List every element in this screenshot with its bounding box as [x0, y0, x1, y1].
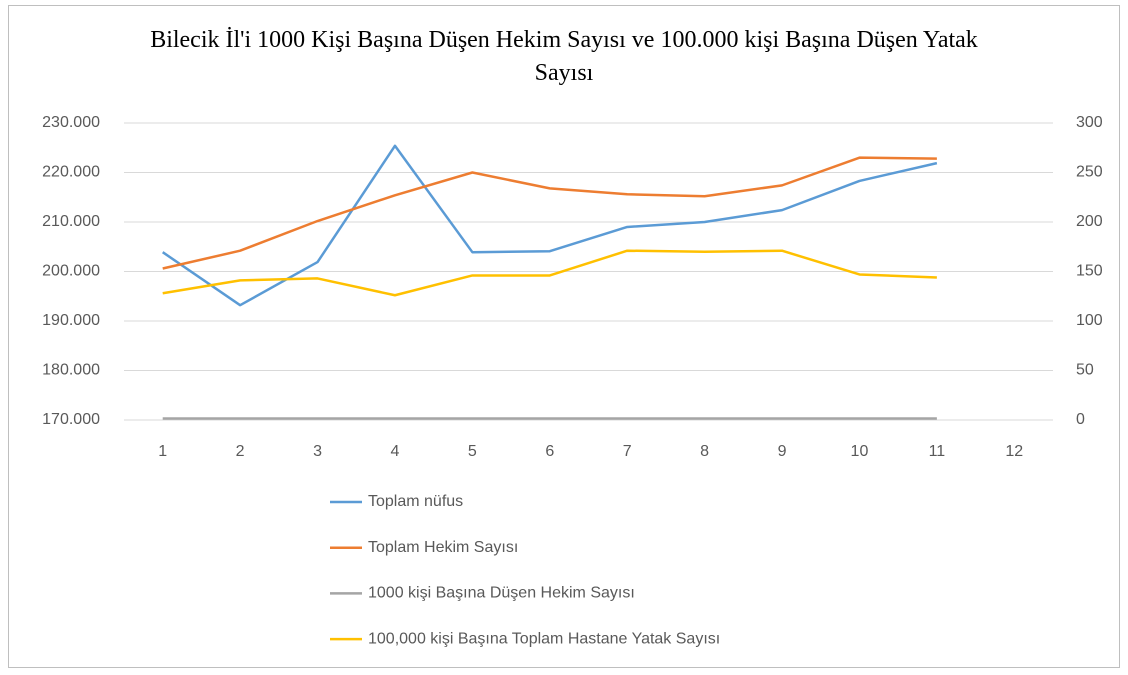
- y-tick-label: 220.000: [42, 164, 100, 181]
- legend-label: 100,000 kişi Başına Toplam Hastane Yatak…: [368, 630, 720, 647]
- y-tick-label: 210.000: [42, 213, 100, 230]
- y-tick-label: 190.000: [42, 312, 100, 329]
- x-tick-label: 11: [929, 443, 946, 460]
- y-tick-label: 200.000: [42, 263, 100, 280]
- x-tick-label: 10: [851, 443, 869, 460]
- x-tick-label: 12: [1005, 443, 1023, 460]
- y-tick-label: 180.000: [42, 362, 100, 379]
- x-tick-label: 2: [236, 443, 245, 460]
- y-tick-label: 170.000: [42, 411, 100, 428]
- x-tick-label: 6: [545, 443, 554, 460]
- chart-border: [8, 5, 1120, 668]
- x-tick-label: 8: [700, 443, 709, 460]
- legend-label: Toplam Hekim Sayısı: [368, 539, 518, 556]
- x-tick-label: 1: [158, 443, 167, 460]
- x-tick-label: 9: [778, 443, 787, 460]
- x-tick-label: 7: [623, 443, 632, 460]
- x-tick-label: 5: [468, 443, 477, 460]
- legend-label: Toplam nüfus: [368, 493, 463, 510]
- y2-tick-label: 100: [1076, 312, 1103, 329]
- chart-title: Bilecik İl'i 1000 Kişi Başına Düşen Heki…: [150, 27, 978, 86]
- y-tick-label: 230.000: [42, 114, 100, 131]
- line-series: [162, 156, 937, 270]
- line-series: [162, 144, 938, 307]
- x-tick-label: 3: [313, 443, 322, 460]
- legend-label: 1000 kişi Başına Düşen Hekim Sayısı: [368, 585, 635, 602]
- y2-tick-label: 200: [1076, 213, 1103, 230]
- x-tick-label: 4: [391, 443, 400, 460]
- y2-tick-label: 0: [1076, 411, 1085, 428]
- line-series: [162, 249, 937, 297]
- y2-tick-label: 150: [1076, 263, 1103, 280]
- y2-tick-label: 250: [1076, 164, 1103, 181]
- y2-tick-label: 50: [1076, 362, 1094, 379]
- y2-tick-label: 300: [1076, 114, 1103, 131]
